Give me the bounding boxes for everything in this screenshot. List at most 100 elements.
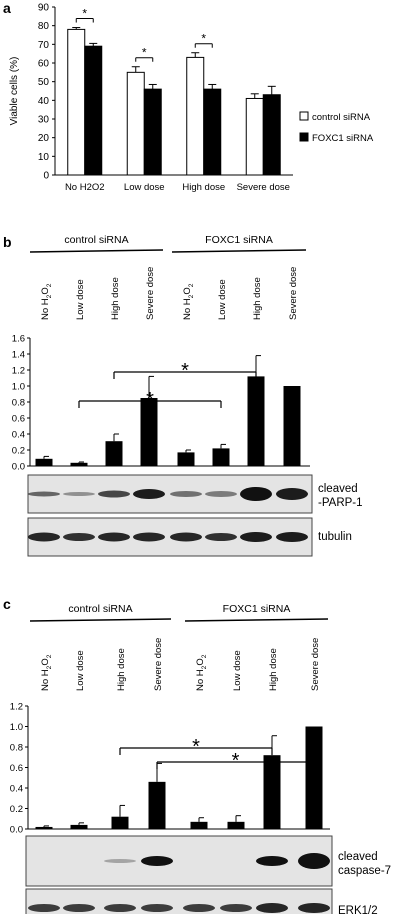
panel-a-category-label: Severe dose xyxy=(237,182,290,193)
panel-b-blot-band xyxy=(205,533,237,541)
panel-b-ytick-label: 0.2 xyxy=(12,446,25,457)
panel-c-group-line xyxy=(29,618,172,622)
panel-a-legend-label: control siRNA xyxy=(312,112,371,123)
panel-a-bar xyxy=(245,97,264,176)
panel-b-lane-label-text: Severe dose xyxy=(145,267,156,320)
panel-b-lane-label: Severe dose xyxy=(288,267,299,320)
panel-b-ytick-label: 0.4 xyxy=(12,430,25,441)
panel-b-ytick-label: 1.0 xyxy=(12,382,25,393)
panel-c-ytick-label: 0.8 xyxy=(10,743,23,754)
panel-a-letter: a xyxy=(3,0,11,16)
panel-b-lane-label-text: No H2O2 xyxy=(182,283,195,320)
panel-b-lane-label: High dose xyxy=(110,277,121,320)
panel-a-legend-swatch xyxy=(299,132,309,142)
panel-c-lane-label-text: No H2O2 xyxy=(40,654,53,691)
panel-c-lane-label-text: Low dose xyxy=(75,650,86,691)
panel-c-ytick-label: 0.0 xyxy=(10,825,23,836)
panel-b-letter: b xyxy=(3,234,12,250)
panel-c-lane-label-text: No H2O2 xyxy=(195,654,208,691)
panel-c-lane-label-text: Severe dose xyxy=(153,638,164,691)
panel-c-lane-label-text: Low dose xyxy=(232,650,243,691)
panel-c-blot-label: caspase-7 xyxy=(338,865,391,877)
panel-a-legend-label: FOXC1 siRNA xyxy=(312,133,374,144)
panel-c-ytick-label: 1.2 xyxy=(10,702,23,713)
panel-c-lane-label-text: High dose xyxy=(116,648,127,691)
panel-b-lane-label-text: Low dose xyxy=(75,279,86,320)
panel-a-bar xyxy=(126,71,145,176)
panel-b-bar xyxy=(70,462,88,466)
panel-b-bar xyxy=(283,386,301,466)
panel-b-bar xyxy=(140,398,158,466)
panel-b-group-label: FOXC1 siRNA xyxy=(205,234,273,246)
panel-a-ytick-label: 80 xyxy=(38,21,50,32)
panel-b-bar xyxy=(105,441,123,466)
panel-a-bar xyxy=(203,88,222,176)
panel-a-legend-swatch xyxy=(299,111,309,121)
panel-c-lane-label: Low dose xyxy=(75,650,86,691)
panel-b-blot-band xyxy=(28,491,60,497)
panel-b-blot-band xyxy=(170,532,202,542)
panel-b-lane-label-text: High dose xyxy=(110,277,121,320)
panel-b-sig-star: * xyxy=(146,389,154,411)
panel-a-bar xyxy=(262,94,281,176)
panel-c-lane-label-text: High dose xyxy=(268,648,279,691)
panel-c-bar xyxy=(148,781,166,829)
panel-b-group-line xyxy=(171,249,307,253)
panel-c-group-label: control siRNA xyxy=(68,603,132,615)
panel-b-ytick-label: 0.6 xyxy=(12,414,25,425)
panel-c-bar xyxy=(35,826,53,829)
panel-c-bar xyxy=(305,726,323,829)
panel-b-group-line xyxy=(29,249,164,253)
panel-b-lane-label: No H2O2 xyxy=(40,283,53,320)
panel-b-blot-band xyxy=(276,488,308,500)
panel-b-bar xyxy=(212,448,230,466)
panel-c-lane-label: High dose xyxy=(116,648,127,691)
panel-c-lane-label: No H2O2 xyxy=(195,654,208,691)
panel-c-blot-band xyxy=(63,904,95,912)
panel-b-blot-band xyxy=(63,533,95,541)
panel-a-bar xyxy=(186,56,205,176)
panel-c-lane-label-text: Severe dose xyxy=(310,638,321,691)
panel-b-lane-label: High dose xyxy=(252,277,263,320)
panel-a-bar xyxy=(67,28,86,176)
panel-b-blot-band xyxy=(240,532,272,542)
panel-b-blot-band xyxy=(98,490,130,498)
panel-b-ytick-label: 1.2 xyxy=(12,366,25,377)
panel-c-blot-band xyxy=(104,904,136,912)
panel-b-lane-label: Low dose xyxy=(75,279,86,320)
panel-a-ytick-label: 90 xyxy=(38,3,50,14)
panel-a-ytick-label: 20 xyxy=(38,133,50,144)
panel-b-lane-label-text: No H2O2 xyxy=(40,283,53,320)
panel-b-blot-band xyxy=(170,491,202,497)
panel-b-lane-label-text: Low dose xyxy=(217,279,228,320)
panel-a-ylabel: Viable cells (%) xyxy=(9,57,20,126)
panel-a-bar xyxy=(84,45,103,176)
panel-c-bar xyxy=(111,816,129,829)
panel-c-bar xyxy=(190,821,208,829)
panel-a-category-label: No H2O2 xyxy=(65,182,105,193)
panel-c-ytick-label: 0.6 xyxy=(10,763,23,774)
panel-c-ytick-label: 0.4 xyxy=(10,784,23,795)
panel-c-blot-band xyxy=(28,904,60,912)
panel-b-lane-label-text: Severe dose xyxy=(288,267,299,320)
panel-c-bar xyxy=(263,755,281,829)
panel-b-ytick-label: 0.8 xyxy=(12,398,25,409)
panel-b-blot-band xyxy=(28,532,60,542)
panel-c-group-line xyxy=(184,618,329,622)
panel-b-lane-label: Severe dose xyxy=(145,267,156,320)
panel-a-ytick-label: 70 xyxy=(38,40,50,51)
panel-c-bar xyxy=(70,824,88,829)
panel-b-blot-label: cleaved xyxy=(318,483,358,495)
panel-a-category-label: Low dose xyxy=(124,182,165,193)
panel-c-blot-label: cleaved xyxy=(338,851,378,863)
panel-a-category-label: High dose xyxy=(182,182,225,193)
panel-c-bar xyxy=(227,821,245,829)
panel-a-sig-star: * xyxy=(142,46,147,60)
panel-c-letter: c xyxy=(3,596,11,612)
panel-a-bar xyxy=(143,88,162,176)
panel-c-sig-star: * xyxy=(192,736,200,758)
panel-b-blot-label: -PARP-1 xyxy=(318,497,363,509)
panel-c-blot-label: ERK1/2 xyxy=(338,905,378,914)
panel-c-blot-band xyxy=(298,903,330,913)
